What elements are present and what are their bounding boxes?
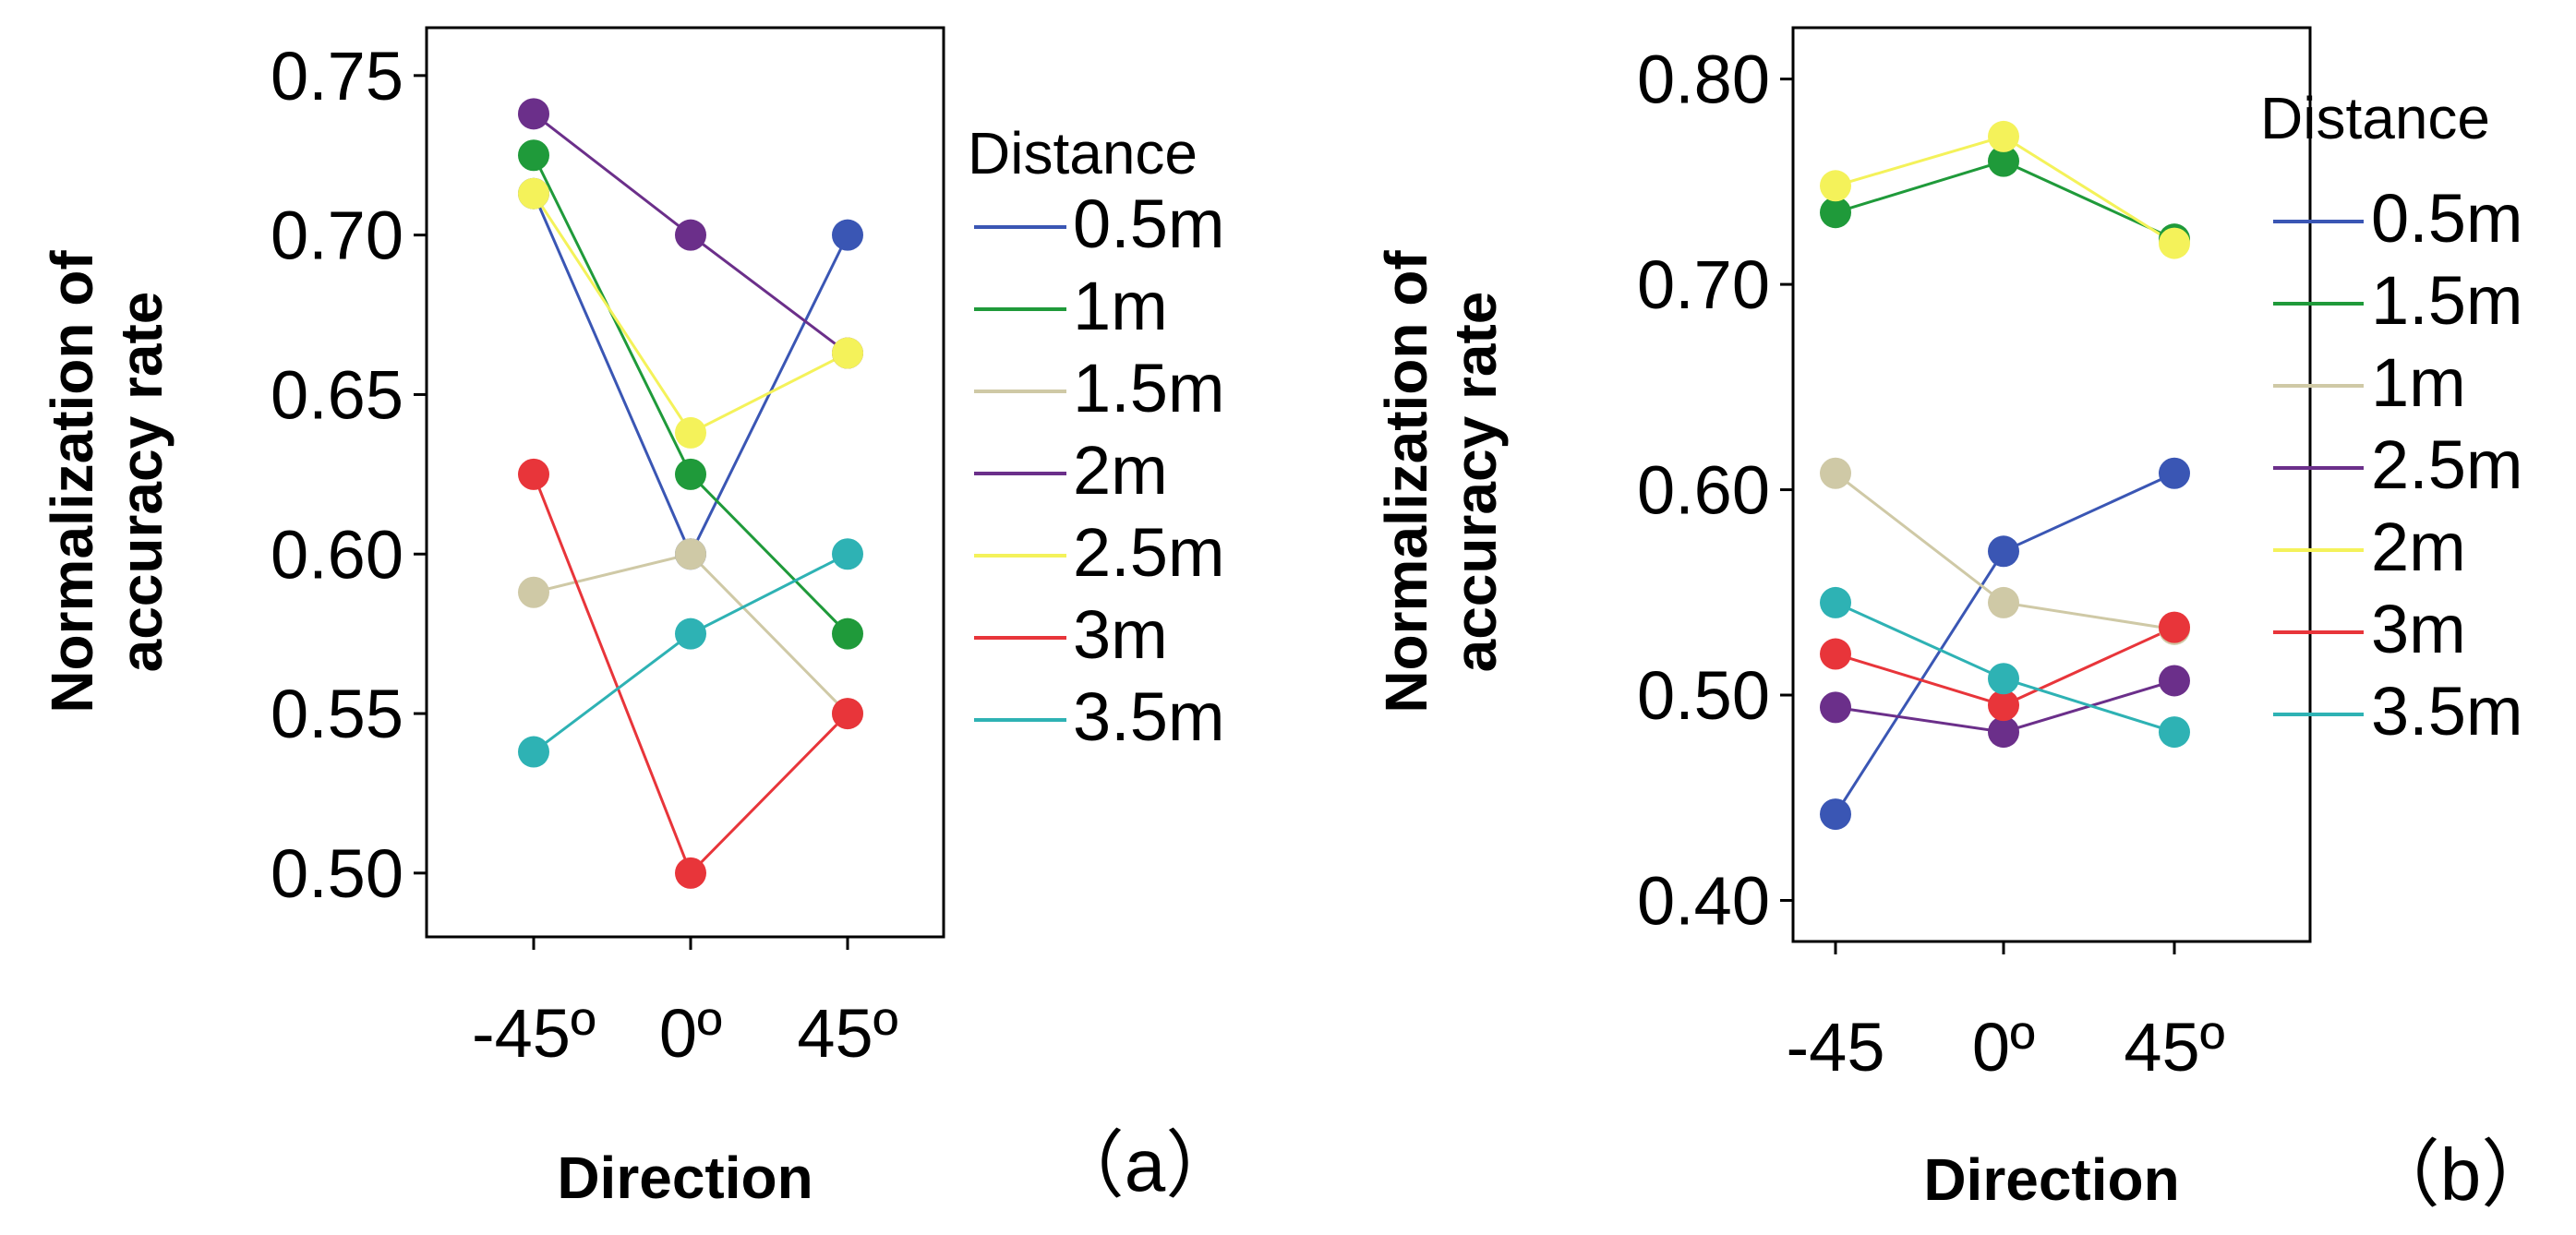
legend-label: 3.5m bbox=[1073, 678, 1225, 755]
panel-label: （a） bbox=[1051, 1124, 1240, 1206]
y-axis-title-line: Normalization of bbox=[39, 250, 105, 713]
y-axis-title-line: Normalization of bbox=[1373, 250, 1439, 713]
data-point bbox=[1988, 663, 2019, 695]
data-point bbox=[1820, 586, 1851, 618]
data-point bbox=[675, 618, 706, 650]
y-tick-label: 0.70 bbox=[1637, 246, 1770, 323]
data-point bbox=[518, 458, 549, 490]
data-point bbox=[832, 219, 863, 251]
data-point bbox=[518, 736, 549, 768]
x-axis-title: Direction bbox=[557, 1145, 813, 1211]
data-point bbox=[1820, 170, 1851, 202]
data-point bbox=[1820, 691, 1851, 724]
data-point bbox=[675, 458, 706, 490]
series-line bbox=[533, 552, 849, 753]
data-point bbox=[832, 698, 863, 730]
x-axis-title: Direction bbox=[1923, 1146, 2179, 1213]
legend-title: Distance bbox=[968, 120, 1198, 186]
data-point bbox=[832, 337, 863, 369]
x-tick-label: 0º bbox=[1972, 1009, 2035, 1085]
data-point bbox=[2159, 665, 2190, 697]
data-point bbox=[675, 416, 706, 449]
y-tick-label: 0.40 bbox=[1637, 863, 1770, 940]
y-tick-label: 0.50 bbox=[1637, 657, 1770, 734]
data-point bbox=[2159, 227, 2190, 259]
data-point bbox=[1988, 689, 2019, 722]
data-point bbox=[1820, 197, 1851, 229]
y-tick-label: 0.75 bbox=[271, 38, 403, 114]
y-tick-label: 0.70 bbox=[271, 198, 403, 274]
x-tick-label: 45º bbox=[797, 995, 897, 1072]
x-tick-label: 45º bbox=[2124, 1009, 2224, 1085]
series-line bbox=[532, 474, 849, 876]
data-point bbox=[518, 139, 549, 172]
chart-panel-a: 0.50 0.55 0.60 0.65 0.70 0.75 -45º 0º 45º Directi… bbox=[39, 26, 1240, 1211]
legend-label: 2.5m bbox=[2371, 426, 2523, 503]
data-point bbox=[832, 538, 863, 570]
series-line bbox=[1834, 472, 2175, 815]
data-point bbox=[2159, 611, 2190, 643]
data-point bbox=[832, 618, 863, 650]
y-tick-label: 0.60 bbox=[271, 516, 403, 593]
legend-label: 1m bbox=[2371, 344, 2466, 421]
legend-label: 1.5m bbox=[2371, 262, 2523, 339]
data-point bbox=[2159, 457, 2190, 489]
plot-frame bbox=[1791, 26, 2312, 943]
legend-label: 2.5m bbox=[1073, 514, 1225, 591]
data-point bbox=[1988, 535, 2019, 568]
x-tick-label: -45 bbox=[1787, 1009, 1885, 1085]
legend-label: 1.5m bbox=[1073, 350, 1225, 426]
y-tick-label: 0.80 bbox=[1637, 42, 1770, 118]
plot-frame bbox=[425, 26, 945, 939]
y-tick-label: 0.55 bbox=[271, 676, 403, 752]
panel-label: （b） bbox=[2366, 1133, 2556, 1216]
data-point bbox=[518, 576, 549, 608]
data-point bbox=[1988, 716, 2019, 749]
data-point bbox=[675, 538, 706, 570]
data-point bbox=[518, 98, 549, 130]
y-axis-title-line: accuracy rate bbox=[108, 292, 175, 673]
y-tick-label: 0.60 bbox=[1637, 452, 1770, 529]
legend-label: 3m bbox=[1073, 596, 1168, 673]
x-tick-label: -45º bbox=[472, 995, 596, 1072]
data-point bbox=[1820, 457, 1851, 489]
data-point bbox=[1988, 145, 2019, 177]
legend-label: 3.5m bbox=[2371, 673, 2523, 749]
data-point bbox=[2159, 716, 2190, 749]
data-point bbox=[1820, 798, 1851, 831]
legend-label: 3m bbox=[2371, 591, 2466, 667]
legend-label: 2m bbox=[2371, 509, 2466, 585]
y-axis-title-line: accuracy rate bbox=[1442, 292, 1509, 673]
chart-panel-b: 0.40 0.50 0.60 0.70 0.80 -45 0º 45º Direction Nor… bbox=[1373, 26, 2556, 1216]
legend-label: 0.5m bbox=[1073, 186, 1225, 262]
data-point bbox=[1988, 120, 2019, 152]
legend-title: Distance bbox=[2260, 85, 2490, 151]
data-point bbox=[675, 857, 706, 889]
y-tick-label: 0.50 bbox=[271, 835, 403, 912]
data-point bbox=[1820, 638, 1851, 670]
data-point bbox=[1988, 586, 2019, 618]
legend-label: 2m bbox=[1073, 432, 1168, 509]
data-point bbox=[675, 219, 706, 251]
y-tick-label: 0.65 bbox=[271, 356, 403, 433]
legend-label: 1m bbox=[1073, 268, 1168, 344]
x-tick-label: 0º bbox=[659, 995, 722, 1072]
legend-label: 0.5m bbox=[2371, 180, 2523, 257]
data-point bbox=[518, 177, 549, 210]
